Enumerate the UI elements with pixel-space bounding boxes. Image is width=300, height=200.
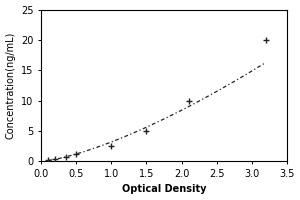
X-axis label: Optical Density: Optical Density [122,184,206,194]
Y-axis label: Concentration(ng/mL): Concentration(ng/mL) [6,32,16,139]
